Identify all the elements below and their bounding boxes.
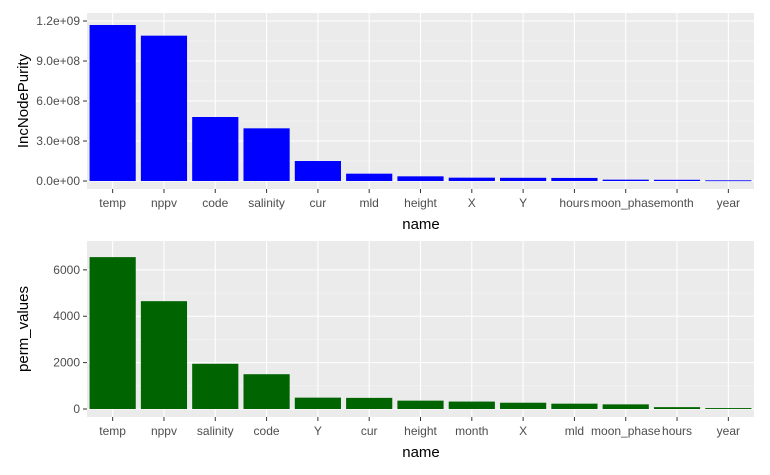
incnodepurity-chart: 0.0e+00 3.0e+08 6.0e+08 9.0e+08 1.2e+09 temp n…: [15, 13, 754, 233]
x-tick-label: temp: [99, 424, 126, 438]
bar-salinity: [243, 128, 290, 181]
bar-nppv: [140, 301, 188, 409]
x-tick-label: Y: [314, 424, 322, 438]
x-tick-label: moon_phase: [591, 424, 661, 438]
x-tick-label: cur: [310, 196, 327, 210]
bar-mld: [551, 403, 598, 409]
x-tick-label: code: [254, 424, 280, 438]
y-tick-label: 2000: [53, 356, 80, 370]
x-tick-label: salinity: [197, 424, 234, 438]
y-tick-label: 0.0e+00: [36, 174, 80, 188]
bar-nppv: [140, 35, 188, 181]
bar-code: [192, 117, 239, 181]
bar-X: [448, 177, 495, 181]
bar-salinity: [192, 363, 239, 409]
bar-Y: [294, 397, 341, 409]
x-tick-label: hours: [559, 196, 589, 210]
bar-hours: [653, 407, 701, 409]
bar-height: [397, 400, 444, 409]
bar-cur: [294, 161, 341, 181]
y-tick-label: 6000: [53, 263, 80, 277]
bar-temp: [89, 257, 136, 409]
y-tick-label: 0: [73, 402, 80, 416]
bar-height: [397, 176, 444, 181]
x-tick-label: month: [660, 196, 693, 210]
bar-mld: [346, 173, 393, 181]
y-tick-label: 1.2e+09: [36, 14, 80, 28]
bar-hours: [551, 177, 598, 181]
x-tick-label: X: [519, 424, 527, 438]
x-tick-label: salinity: [248, 196, 285, 210]
x-axis-title: name: [402, 444, 440, 461]
x-tick-label: moon_phase: [591, 196, 661, 210]
bar-Y: [500, 177, 547, 181]
y-tick-label: 9.0e+08: [36, 54, 80, 68]
x-tick-label: code: [202, 196, 228, 210]
x-tick-label: nppv: [151, 196, 177, 210]
bar-temp: [89, 25, 136, 181]
x-tick-label: mld: [565, 424, 584, 438]
x-tick-label: nppv: [151, 424, 177, 438]
bar-X: [500, 402, 547, 409]
y-tick-label: 4000: [53, 309, 80, 323]
bar-year: [705, 408, 752, 409]
bar-year: [705, 180, 752, 182]
y-axis-title: IncNodePurity: [15, 53, 32, 148]
y-axis-title: perm_values: [15, 286, 32, 372]
x-tick-label: temp: [99, 196, 126, 210]
bar-moon_phase: [602, 404, 649, 409]
y-tick-label: 6.0e+08: [36, 94, 80, 108]
x-tick-label: month: [455, 424, 488, 438]
x-tick-label: Y: [519, 196, 527, 210]
x-tick-label: year: [717, 424, 740, 438]
x-tick-label: X: [468, 196, 476, 210]
y-tick-label: 3.0e+08: [36, 134, 80, 148]
x-tick-label: hours: [662, 424, 692, 438]
x-tick-label: height: [404, 196, 437, 210]
bar-moon_phase: [602, 179, 649, 181]
bar-month: [448, 401, 495, 409]
bar-month: [653, 179, 701, 181]
x-tick-label: year: [717, 196, 740, 210]
bar-cur: [346, 397, 393, 409]
x-tick-label: height: [404, 424, 437, 438]
x-axis-title: name: [402, 216, 440, 233]
bar-code: [243, 374, 290, 409]
x-tick-label: cur: [361, 424, 378, 438]
x-tick-label: mld: [360, 196, 379, 210]
